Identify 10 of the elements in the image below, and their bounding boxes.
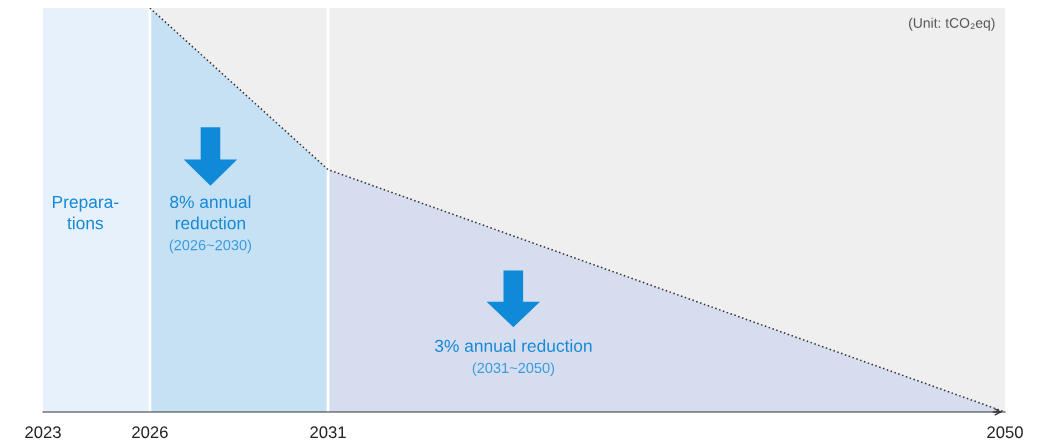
x-tick-label: 2050 — [987, 426, 1023, 439]
x-tick-label: 2023 — [25, 426, 61, 439]
annotation: (Unit: tCO₂eq) — [909, 17, 995, 31]
annotation: 3% annual reduction — [434, 339, 592, 353]
annotation: Prepara- tions — [52, 195, 119, 230]
annotation: (2031~2050) — [472, 362, 555, 376]
x-tick-label: 2026 — [132, 426, 168, 439]
x-tick-label: 2031 — [310, 426, 346, 439]
annotation: 8% annual reduction — [170, 195, 251, 230]
annotation: (2026~2030) — [169, 239, 252, 254]
